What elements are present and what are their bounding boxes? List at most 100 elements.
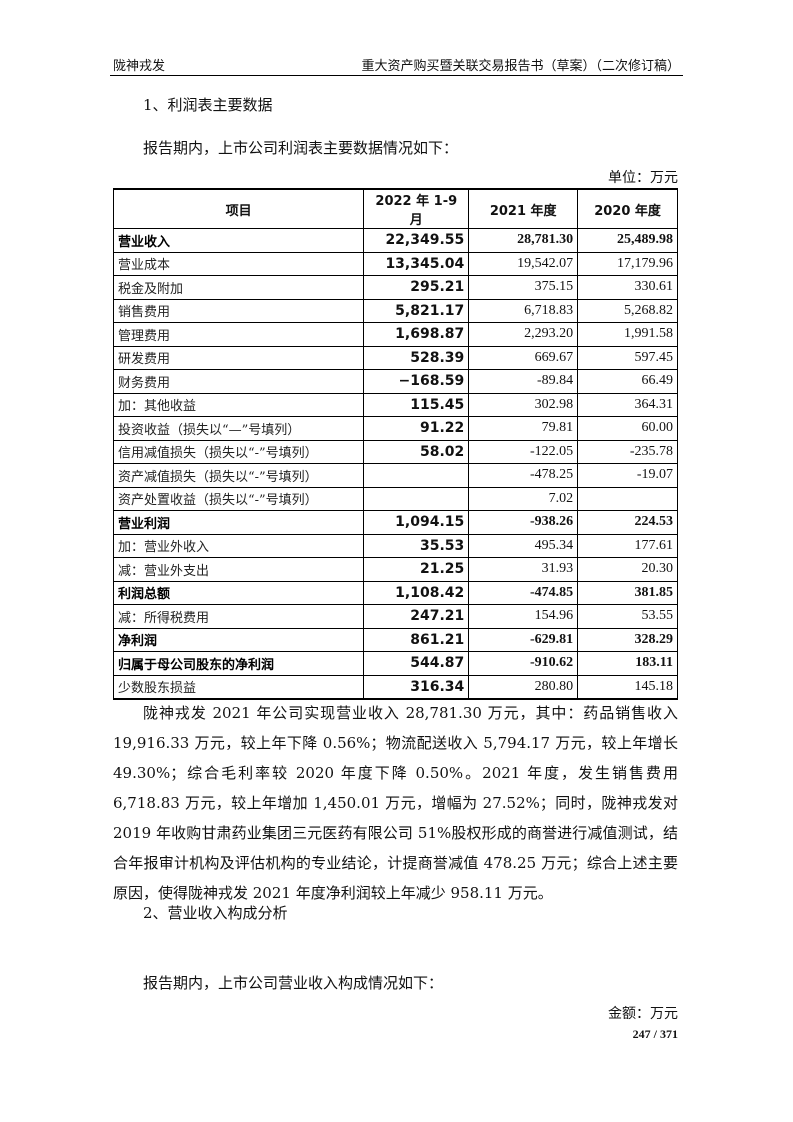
table-row: 利润总额 1,108.42 -474.85 381.85 (112, 580, 678, 605)
row-label: 净利润 (112, 627, 365, 652)
row-value: 31.93 (468, 557, 579, 582)
row-value: 861.21 (363, 627, 470, 652)
table-row: 净利润 861.21 -629.81 328.29 (112, 627, 678, 652)
row-value: 115.45 (363, 392, 470, 417)
row-label: 利润总额 (112, 580, 365, 605)
row-value: 328.29 (577, 627, 678, 652)
row-label: 管理费用 (112, 322, 365, 347)
header-rule (110, 75, 683, 76)
row-value: 20.30 (577, 557, 678, 582)
row-value: 280.80 (468, 674, 579, 700)
row-value: 1,108.42 (363, 580, 470, 605)
income-statement-table: 项目 2022 年 1-9 月 2021 年度 2020 年度 营业收入 22,3… (112, 188, 678, 700)
row-value: 597.45 (577, 345, 678, 370)
row-value: 177.61 (577, 533, 678, 558)
row-value: 145.18 (577, 674, 678, 700)
row-value: 28,781.30 (468, 228, 579, 253)
col-header: 2020 年度 (577, 188, 678, 229)
amount-unit: 金额：万元 (608, 1006, 678, 1022)
table-header-row: 项目 2022 年 1-9 月 2021 年度 2020 年度 (112, 188, 678, 229)
row-value: 381.85 (577, 580, 678, 605)
row-label: 加：其他收益 (112, 392, 365, 417)
table-row: 税金及附加 295.21 375.15 330.61 (112, 275, 678, 300)
row-value: -478.25 (468, 463, 579, 488)
table-row: 研发费用 528.39 669.67 597.45 (112, 345, 678, 370)
row-value: -122.05 (468, 439, 579, 464)
row-value: 154.96 (468, 604, 579, 629)
row-value: -474.85 (468, 580, 579, 605)
row-value: -89.84 (468, 369, 579, 394)
table-row: 资产处置收益（损失以“-”号填列） 7.02 (112, 486, 678, 511)
row-value: 17,179.96 (577, 251, 678, 276)
row-value: 224.53 (577, 510, 678, 535)
row-value: 1,094.15 (363, 510, 470, 535)
row-label: 减：营业外支出 (112, 557, 365, 582)
row-value: 35.53 (363, 533, 470, 558)
row-value: 91.22 (363, 416, 470, 441)
row-value: 302.98 (468, 392, 579, 417)
row-value: 5,821.17 (363, 298, 470, 323)
row-value: 19,542.07 (468, 251, 579, 276)
row-value (577, 486, 678, 511)
row-label: 资产减值损失（损失以“-”号填列） (112, 463, 365, 488)
row-value: 316.34 (363, 674, 470, 700)
row-value (363, 486, 470, 511)
row-value: 60.00 (577, 416, 678, 441)
row-value: 330.61 (577, 275, 678, 300)
header-company: 陇神戎发 (113, 59, 166, 74)
table-unit: 单位：万元 (608, 170, 678, 186)
row-label: 营业成本 (112, 251, 365, 276)
row-value: 1,698.87 (363, 322, 470, 347)
table-row: 少数股东损益 316.34 280.80 145.18 (112, 674, 678, 700)
running-header: 陇神戎发 重大资产购买暨关联交易报告书（草案）（二次修订稿） (113, 55, 680, 74)
section-1-title: 1、利润表主要数据 (143, 96, 273, 114)
row-label: 少数股东损益 (112, 674, 365, 700)
row-value: 79.81 (468, 416, 579, 441)
table-row: 加：其他收益 115.45 302.98 364.31 (112, 392, 678, 417)
row-value: 5,268.82 (577, 298, 678, 323)
row-value: -629.81 (468, 627, 579, 652)
row-value: 2,293.20 (468, 322, 579, 347)
row-value: 25,489.98 (577, 228, 678, 253)
table-row: 加：营业外收入 35.53 495.34 177.61 (112, 533, 678, 558)
table-row: 减：所得税费用 247.21 154.96 53.55 (112, 604, 678, 629)
row-value: −168.59 (363, 369, 470, 394)
table-row: 资产减值损失（损失以“-”号填列） -478.25 -19.07 (112, 463, 678, 488)
row-value: 13,345.04 (363, 251, 470, 276)
row-label: 减：所得税费用 (112, 604, 365, 629)
table-row: 减：营业外支出 21.25 31.93 20.30 (112, 557, 678, 582)
row-label: 销售费用 (112, 298, 365, 323)
row-label: 营业利润 (112, 510, 365, 535)
row-value: 669.67 (468, 345, 579, 370)
header-doc-title: 重大资产购买暨关联交易报告书（草案）（二次修订稿） (361, 59, 680, 74)
row-value: 21.25 (363, 557, 470, 582)
row-value: 58.02 (363, 439, 470, 464)
table-row: 营业收入 22,349.55 28,781.30 25,489.98 (112, 228, 678, 253)
row-value: 66.49 (577, 369, 678, 394)
row-value: -910.62 (468, 651, 579, 676)
table-row: 管理费用 1,698.87 2,293.20 1,991.58 (112, 322, 678, 347)
row-value: 528.39 (363, 345, 470, 370)
section-1-intro: 报告期内，上市公司利润表主要数据情况如下： (143, 139, 459, 157)
row-value: 247.21 (363, 604, 470, 629)
row-value: -235.78 (577, 439, 678, 464)
row-label: 资产处置收益（损失以“-”号填列） (112, 486, 365, 511)
row-label: 研发费用 (112, 345, 365, 370)
row-value: 495.34 (468, 533, 579, 558)
table-row: 营业成本 13,345.04 19,542.07 17,179.96 (112, 251, 678, 276)
row-value: 295.21 (363, 275, 470, 300)
table-row: 财务费用 −168.59 -89.84 66.49 (112, 369, 678, 394)
table-row: 营业利润 1,094.15 -938.26 224.53 (112, 510, 678, 535)
table-row: 投资收益（损失以“—”号填列） 91.22 79.81 60.00 (112, 416, 678, 441)
analysis-paragraph: 陇神戎发 2021 年公司实现营业收入 28,781.30 万元，其中：药品销售… (113, 704, 678, 902)
row-value: 375.15 (468, 275, 579, 300)
table-row: 归属于母公司股东的净利润 544.87 -910.62 183.11 (112, 651, 678, 676)
row-label: 归属于母公司股东的净利润 (112, 651, 365, 676)
row-value: 364.31 (577, 392, 678, 417)
row-label: 加：营业外收入 (112, 533, 365, 558)
table-row: 销售费用 5,821.17 6,718.83 5,268.82 (112, 298, 678, 323)
row-label: 税金及附加 (112, 275, 365, 300)
row-value: 53.55 (577, 604, 678, 629)
table-row: 信用减值损失（损失以“-”号填列） 58.02 -122.05 -235.78 (112, 439, 678, 464)
